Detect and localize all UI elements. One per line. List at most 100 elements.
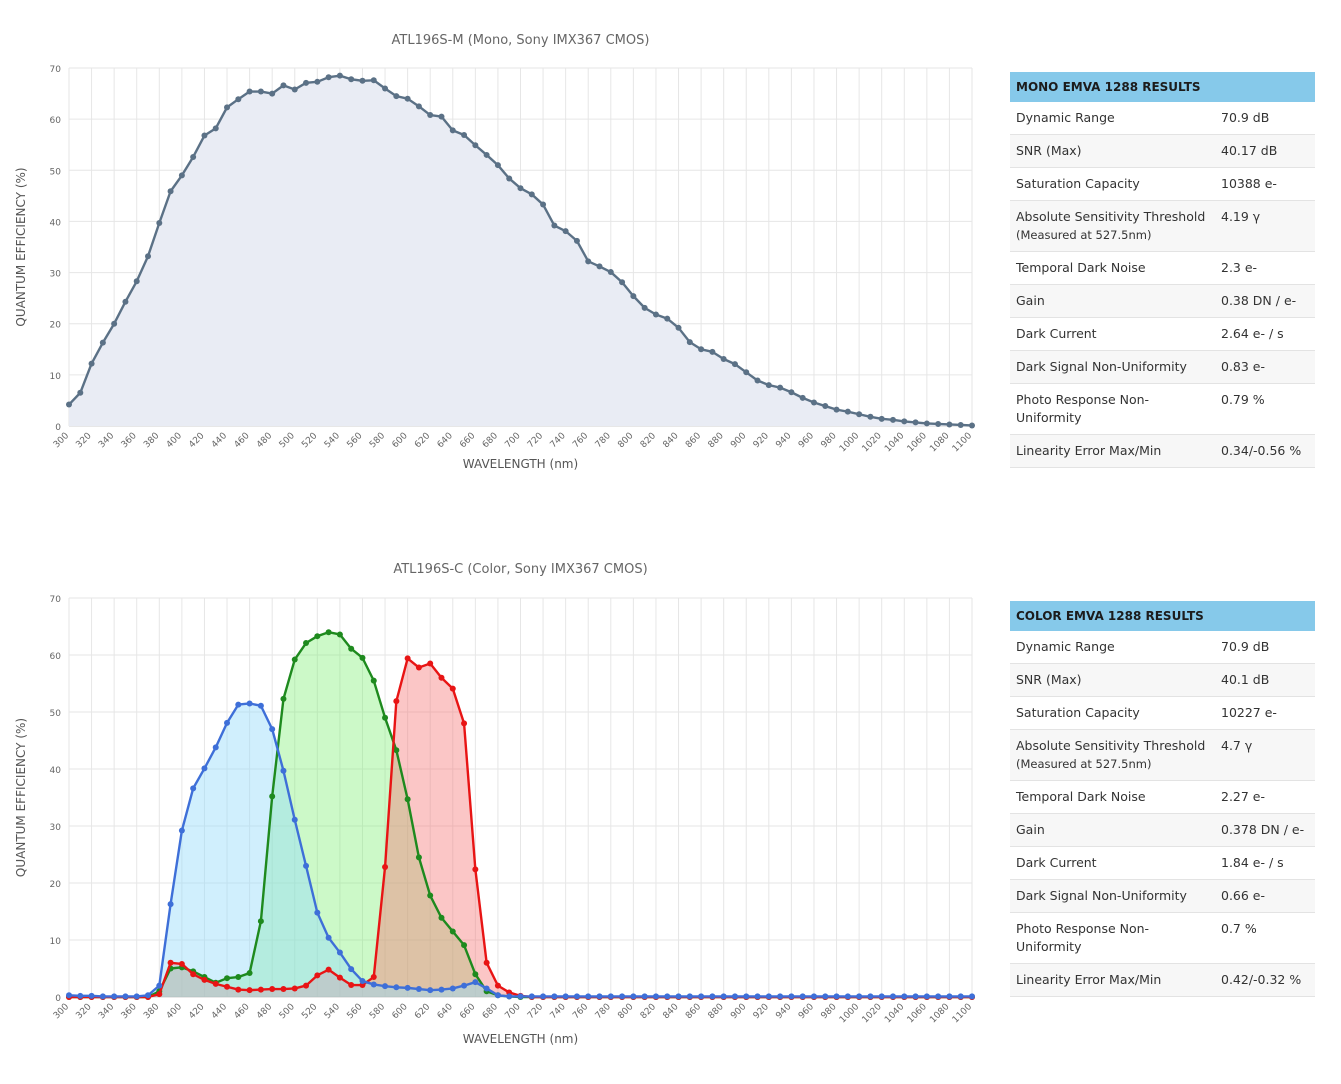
data-point: [777, 384, 784, 391]
results-row-label-cell: Dark Current: [1010, 317, 1215, 351]
data-point: [878, 993, 885, 1000]
x-tick-label: 600: [391, 431, 410, 450]
x-tick-label: 320: [74, 1002, 93, 1021]
data-point: [901, 993, 908, 1000]
data-point: [235, 701, 242, 708]
y-tick-label: 10: [50, 372, 62, 382]
color-results-body: Dynamic Range 70.9 dB SNR (Max) 40.1 dB Satu…: [1010, 631, 1315, 997]
x-tick-label: 300: [52, 1002, 71, 1021]
data-point: [743, 993, 750, 1000]
x-tick-label: 620: [413, 431, 432, 450]
x-tick-label: 680: [481, 1002, 500, 1021]
data-point: [461, 982, 468, 989]
x-tick-label: 460: [232, 431, 251, 450]
x-tick-label: 920: [752, 431, 771, 450]
data-point: [528, 993, 535, 1000]
data-point: [731, 993, 738, 1000]
data-point: [427, 987, 434, 994]
data-point: [348, 982, 355, 989]
data-point: [833, 406, 840, 413]
x-tick-label: 840: [661, 1002, 680, 1021]
data-point: [912, 993, 919, 1000]
y-tick-label: 30: [50, 823, 62, 833]
results-row-label: Temporal Dark Noise: [1016, 789, 1146, 804]
data-point: [314, 633, 321, 640]
results-row: Linearity Error Max/Min 0.42/-0.32 %: [1010, 963, 1315, 997]
x-tick-label: 780: [594, 1002, 613, 1021]
results-row: Dynamic Range 70.9 dB: [1010, 102, 1315, 135]
data-point: [867, 993, 874, 1000]
data-point: [438, 113, 445, 120]
y-tick-label: 70: [50, 595, 62, 605]
results-row-value: 10227 e-: [1215, 696, 1315, 730]
data-point: [269, 793, 276, 800]
data-point: [257, 88, 264, 95]
x-tick-label: 1060: [906, 1002, 929, 1025]
x-tick-label: 840: [661, 431, 680, 450]
results-row-value: 0.7 %: [1215, 912, 1315, 964]
data-point: [280, 82, 287, 89]
results-row: Absolute Sensitivity Threshold (Measured…: [1010, 729, 1315, 781]
data-point: [348, 966, 355, 973]
data-point: [257, 702, 264, 709]
data-point: [133, 278, 140, 285]
results-row-label: Dynamic Range: [1016, 110, 1115, 125]
results-row: Saturation Capacity 10227 e-: [1010, 696, 1315, 730]
results-row-label: Temporal Dark Noise: [1016, 260, 1146, 275]
x-tick-label: 980: [819, 1002, 838, 1021]
results-row-label: Gain: [1016, 293, 1045, 308]
x-tick-label: 1020: [861, 1002, 884, 1025]
data-point: [652, 993, 659, 1000]
results-row: Saturation Capacity 10388 e-: [1010, 167, 1315, 201]
data-point: [246, 970, 253, 977]
results-row-value: 0.378 DN / e-: [1215, 813, 1315, 847]
data-point: [889, 416, 896, 423]
data-point: [111, 993, 118, 1000]
data-point: [201, 132, 208, 139]
results-row-value: 70.9 dB: [1215, 102, 1315, 135]
data-point: [291, 656, 298, 663]
data-point: [856, 993, 863, 1000]
data-point: [743, 369, 750, 376]
data-point: [822, 993, 829, 1000]
series-2-area: [69, 703, 972, 997]
x-tick-label: 320: [74, 431, 93, 450]
data-point: [393, 984, 400, 991]
results-row-value: 1.84 e- / s: [1215, 846, 1315, 880]
x-tick-label: 1100: [951, 431, 974, 454]
data-point: [269, 90, 276, 97]
data-point: [224, 983, 231, 990]
data-point: [314, 972, 321, 979]
data-point: [77, 389, 84, 396]
data-point: [404, 796, 411, 803]
data-point: [641, 993, 648, 1000]
results-row-label: SNR (Max): [1016, 143, 1082, 158]
data-point: [325, 934, 332, 941]
data-point: [788, 993, 795, 1000]
x-tick-label: 520: [300, 1002, 319, 1021]
x-tick-label: 820: [639, 431, 658, 450]
data-point: [438, 914, 445, 921]
x-tick-label: 900: [729, 1002, 748, 1021]
data-point: [224, 975, 231, 982]
x-axis-title: WAVELENGTH (nm): [463, 1032, 578, 1046]
data-point: [280, 767, 287, 774]
data-point: [720, 993, 727, 1000]
results-row: Dark Signal Non-Uniformity 0.66 e-: [1010, 879, 1315, 913]
results-row-label-cell: Temporal Dark Noise: [1010, 251, 1215, 285]
data-point: [720, 356, 727, 362]
data-point: [449, 928, 456, 935]
data-point: [269, 986, 276, 993]
data-point: [551, 993, 558, 1000]
results-row: Absolute Sensitivity Threshold (Measured…: [1010, 200, 1315, 252]
x-tick-label: 580: [368, 431, 387, 450]
x-tick-label: 500: [278, 1002, 297, 1021]
data-point: [212, 125, 219, 132]
data-point: [731, 361, 738, 368]
data-point: [709, 993, 716, 1000]
data-point: [472, 971, 479, 978]
x-tick-label: 760: [571, 1002, 590, 1021]
data-point: [619, 279, 626, 286]
data-point: [178, 827, 185, 834]
results-row-label: Dark Current: [1016, 855, 1097, 870]
